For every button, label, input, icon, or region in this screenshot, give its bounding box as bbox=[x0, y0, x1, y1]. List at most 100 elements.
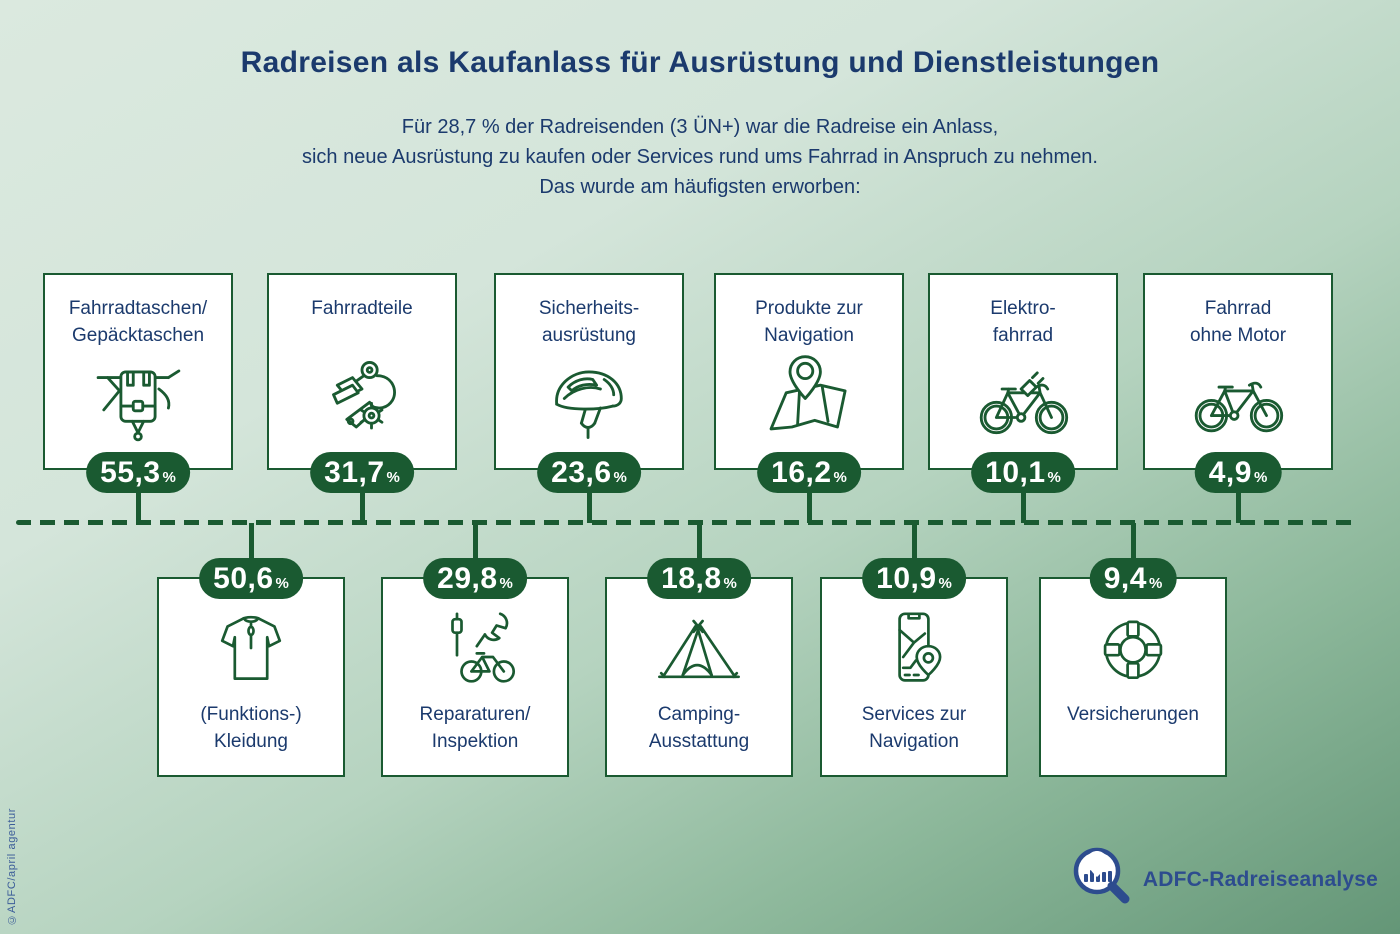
percentage-badge: 31,7% bbox=[310, 452, 414, 493]
category-card-sicherheitsausruestung: Sicherheits- ausrüstung 23,6% bbox=[494, 273, 684, 493]
percent-sign: % bbox=[162, 469, 176, 486]
category-label: Sicherheits- ausrüstung bbox=[496, 295, 682, 349]
category-label-line: Camping- bbox=[657, 704, 741, 725]
jersey-icon bbox=[206, 603, 296, 693]
magnifier-bar-chart-pin-icon bbox=[1065, 841, 1137, 918]
percent-sign: % bbox=[1047, 469, 1061, 486]
category-card-fahrrad-ohne-motor: Fahrrad ohne Motor 4,9% bbox=[1143, 273, 1333, 493]
percentage-badge: 4,9% bbox=[1194, 452, 1282, 493]
adfc-logo: ADFC-Radreiseanalyse bbox=[1065, 841, 1378, 918]
percent-sign: % bbox=[723, 575, 737, 592]
percentage-badge: 29,8% bbox=[423, 558, 527, 599]
category-label-line: (Funktions-) bbox=[200, 704, 302, 725]
category-label: Produkte zur Navigation bbox=[716, 295, 902, 349]
percentage-value: 18,8 bbox=[661, 562, 722, 595]
copyright-credit: ©ADFC/april agentur bbox=[6, 808, 18, 926]
percent-sign: % bbox=[833, 469, 847, 486]
tent-icon bbox=[654, 603, 744, 693]
subtitle-line: sich neue Ausrüstung zu kaufen oder Serv… bbox=[301, 146, 1098, 168]
repair-tools-icon bbox=[430, 603, 520, 693]
percentage-value: 23,6 bbox=[551, 456, 612, 489]
percentage-badge: 9,4% bbox=[1089, 558, 1177, 599]
connector-stem bbox=[587, 488, 592, 523]
life-ring-icon bbox=[1088, 603, 1178, 693]
category-label: (Funktions-) Kleidung bbox=[159, 701, 343, 755]
percentage-value: 10,9 bbox=[876, 562, 937, 595]
connector-stem bbox=[912, 523, 917, 559]
category-label-line: Services zur bbox=[861, 704, 967, 725]
percentage-badge: 10,1% bbox=[971, 452, 1075, 493]
percent-sign: % bbox=[1148, 575, 1163, 592]
connector-stem bbox=[473, 523, 478, 559]
category-label: Fahrrad ohne Motor bbox=[1145, 295, 1331, 349]
percent-sign: % bbox=[275, 575, 289, 592]
percentage-value: 50,6 bbox=[213, 562, 274, 595]
connector-stem bbox=[136, 488, 141, 523]
percentage-value: 16,2 bbox=[771, 456, 832, 489]
category-card-reparaturen: 29,8% Reparaturen/ Inspektion bbox=[381, 558, 569, 777]
category-card-camping: 18,8% Camping- Ausstattung bbox=[605, 558, 793, 777]
category-label-line: Gepäcktaschen bbox=[71, 325, 205, 346]
percentage-badge: 55,3% bbox=[86, 452, 190, 493]
percentage-badge: 18,8% bbox=[647, 558, 751, 599]
connector-stem bbox=[697, 523, 702, 559]
percentage-value: 29,8 bbox=[437, 562, 498, 595]
percentage-badge: 16,2% bbox=[757, 452, 861, 493]
category-label-line: Ausstattung bbox=[648, 731, 750, 752]
percentage-value: 55,3 bbox=[100, 456, 161, 489]
connector-stem bbox=[360, 488, 365, 523]
category-card-fahrradtaschen: Fahrradtaschen/ Gepäcktaschen 55,3% bbox=[43, 273, 233, 493]
percentage-value: 10,1 bbox=[985, 456, 1046, 489]
subtitle: Für 28,7 % der Radreisenden (3 ÜN+) war … bbox=[0, 112, 1400, 202]
category-label-line: Navigation bbox=[869, 731, 959, 752]
percentage-badge: 23,6% bbox=[537, 452, 641, 493]
map-pin-icon bbox=[762, 351, 857, 446]
category-label: Services zur Navigation bbox=[822, 701, 1006, 755]
category-label-line: Fahrrad bbox=[1204, 298, 1272, 319]
logo-text: ADFC-Radreiseanalyse bbox=[1142, 867, 1378, 891]
derailleur-icon bbox=[315, 351, 410, 446]
connector-stem bbox=[1021, 488, 1026, 523]
page-title: Radreisen als Kaufanlass für Ausrüstung … bbox=[240, 46, 1160, 79]
category-card-fahrradteile: Fahrradteile 31,7% bbox=[267, 273, 457, 493]
category-card-elektrofahrrad: Elektro- fahrrad 10,1% bbox=[928, 273, 1118, 493]
category-label: Camping- Ausstattung bbox=[607, 701, 791, 755]
percentage-value: 9,4 bbox=[1103, 562, 1147, 595]
category-label-line: ausrüstung bbox=[541, 325, 636, 346]
helmet-icon bbox=[542, 351, 637, 446]
percentage-badge: 10,9% bbox=[862, 558, 966, 599]
percent-sign: % bbox=[1253, 469, 1268, 486]
category-label-line: fahrrad bbox=[992, 325, 1054, 346]
category-card-versicherungen: 9,4% Versicherungen bbox=[1039, 558, 1227, 777]
category-label: Fahrradtaschen/ Gepäcktaschen bbox=[45, 295, 231, 349]
category-card-funktionskleidung: 50,6% (Funktions-) Kleidung bbox=[157, 558, 345, 777]
percentage-value: 31,7 bbox=[324, 456, 385, 489]
category-card-produkte-navigation: Produkte zur Navigation 16,2% bbox=[714, 273, 904, 493]
category-label-line: Navigation bbox=[764, 325, 854, 346]
percent-sign: % bbox=[386, 469, 400, 486]
category-label-line: ohne Motor bbox=[1189, 325, 1287, 346]
category-label: Fahrradteile bbox=[269, 295, 455, 322]
connector-stem bbox=[1236, 488, 1241, 523]
percentage-value: 4,9 bbox=[1208, 456, 1252, 489]
category-label-line: Elektro- bbox=[990, 298, 1056, 319]
phone-navigation-icon bbox=[869, 603, 959, 693]
connector-stem bbox=[249, 523, 254, 559]
connector-stem bbox=[1131, 523, 1136, 559]
percent-sign: % bbox=[613, 469, 627, 486]
connector-stem bbox=[807, 488, 812, 523]
category-label: Versicherungen bbox=[1041, 701, 1225, 728]
category-label-line: Reparaturen/ bbox=[419, 704, 531, 725]
bicycle-icon bbox=[1191, 351, 1286, 446]
timeline-dashed-line bbox=[16, 520, 1357, 525]
percent-sign: % bbox=[499, 575, 513, 592]
category-label-line: Produkte zur bbox=[755, 298, 863, 319]
category-label-line: Inspektion bbox=[431, 731, 519, 752]
category-label-line: Fahrradteile bbox=[311, 298, 413, 319]
percent-sign: % bbox=[938, 575, 952, 592]
subtitle-line: Für 28,7 % der Radreisenden (3 ÜN+) war … bbox=[401, 116, 999, 138]
category-card-services-navigation: 10,9% Services zur Navigation bbox=[820, 558, 1008, 777]
percentage-badge: 50,6% bbox=[199, 558, 303, 599]
category-label-line: Sicherheits- bbox=[538, 298, 640, 319]
